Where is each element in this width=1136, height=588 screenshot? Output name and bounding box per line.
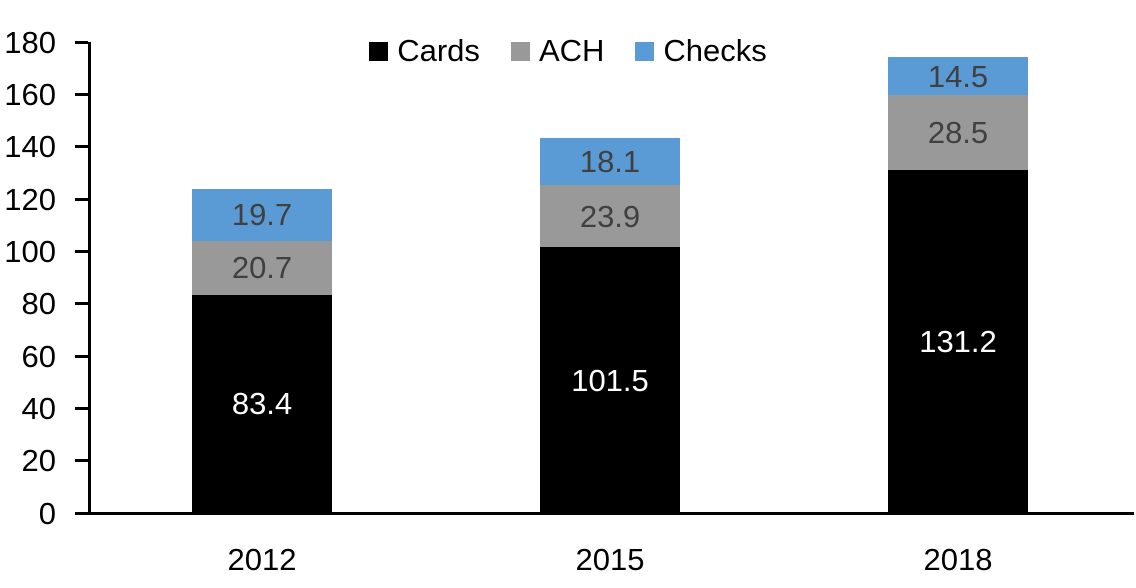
- bar-segment-checks-2012: 19.7: [192, 189, 332, 241]
- data-label-ach-2012: 20.7: [231, 250, 293, 286]
- cards-swatch-icon: [369, 41, 389, 61]
- y-tick-mark-40: [75, 406, 88, 410]
- ach-swatch-icon: [510, 41, 530, 61]
- legend-item-checks: Checks: [635, 33, 767, 69]
- bar-segment-checks-2015: 18.1: [540, 137, 680, 185]
- bar-segment-cards-2012: 83.4: [192, 294, 332, 513]
- x-tick-label-2018: 2018: [923, 542, 993, 577]
- x-tick-label-2015: 2015: [575, 542, 645, 577]
- legend-label-checks: Checks: [663, 33, 767, 68]
- bar-stack-2015: 101.5 23.9 18.1: [540, 137, 680, 513]
- y-tick-mark-180: [75, 40, 88, 44]
- y-tick-label-100: 100: [4, 233, 56, 269]
- legend-item-cards: Cards: [369, 33, 480, 69]
- y-tick-mark-140: [75, 145, 88, 149]
- data-label-checks-2012: 19.7: [231, 197, 293, 233]
- bar-segment-cards-2015: 101.5: [540, 247, 680, 513]
- legend-item-ach: ACH: [510, 33, 605, 69]
- legend: Cards ACH Checks: [0, 33, 1136, 69]
- y-tick-label-20: 20: [21, 443, 56, 479]
- data-label-checks-2015: 18.1: [579, 143, 641, 179]
- y-tick-mark-80: [75, 302, 88, 306]
- y-axis-line: [88, 42, 91, 515]
- y-tick-label-40: 40: [21, 390, 56, 426]
- bar-stack-2012: 83.4 20.7 19.7: [192, 189, 332, 513]
- y-tick-mark-120: [75, 197, 88, 201]
- data-label-ach-2018: 28.5: [927, 114, 989, 150]
- y-tick-label-80: 80: [21, 286, 56, 322]
- y-tick-label-60: 60: [21, 338, 56, 374]
- y-tick-mark-100: [75, 249, 88, 253]
- legend-label-cards: Cards: [397, 33, 480, 68]
- y-tick-label-120: 120: [4, 181, 56, 217]
- data-label-ach-2015: 23.9: [579, 198, 641, 234]
- data-label-cards-2015: 101.5: [571, 362, 649, 398]
- bar-segment-ach-2012: 20.7: [192, 240, 332, 295]
- y-tick-label-160: 160: [4, 76, 56, 112]
- y-tick-mark-20: [75, 459, 88, 463]
- x-axis-line: [75, 512, 1134, 515]
- bar-stack-2018: 131.2 28.5 14.5: [888, 57, 1028, 513]
- data-label-cards-2012: 83.4: [231, 386, 293, 422]
- data-label-cards-2018: 131.2: [919, 323, 997, 359]
- y-tick-label-140: 140: [4, 129, 56, 165]
- legend-label-ach: ACH: [538, 33, 605, 68]
- y-tick-mark-160: [75, 92, 88, 96]
- bar-segment-ach-2018: 28.5: [888, 95, 1028, 170]
- checks-swatch-icon: [635, 41, 655, 61]
- data-label-checks-2018: 14.5: [927, 58, 989, 94]
- x-tick-label-2012: 2012: [227, 542, 297, 577]
- y-tick-mark-60: [75, 354, 88, 358]
- y-tick-label-0: 0: [38, 495, 56, 531]
- y-tick-label-180: 180: [4, 24, 56, 60]
- bar-segment-cards-2018: 131.2: [888, 169, 1028, 513]
- bar-segment-ach-2015: 23.9: [540, 184, 680, 248]
- bar-segment-checks-2018: 14.5: [888, 57, 1028, 96]
